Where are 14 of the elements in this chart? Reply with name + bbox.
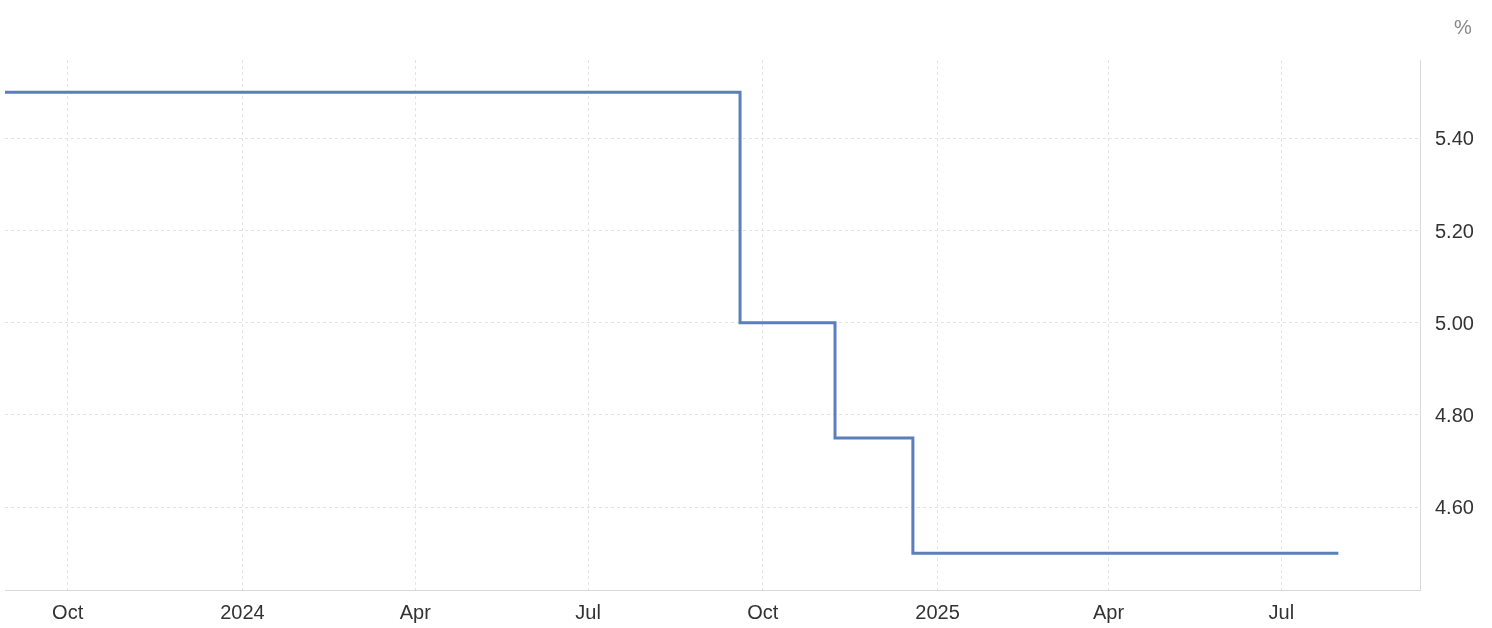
x-tick-label: Oct [747,601,779,623]
x-tick-label: 2025 [915,601,960,623]
y-tick-label: 5.00 [1435,311,1474,334]
x-tick-label: Apr [399,601,432,623]
y-axis-title: % [1454,16,1472,38]
x-tick-label: Apr [1092,601,1125,623]
x-tick-label: Oct [52,601,84,623]
y-tick-label: 4.60 [1435,496,1474,519]
x-tick-label: Jul [1268,601,1295,623]
y-tick-label: 5.20 [1435,219,1474,242]
y-tick-label: 5.40 [1435,127,1474,150]
x-tick-label: 2024 [220,601,265,623]
x-tick-label: Jul [575,601,601,623]
y-tick-label: 4.80 [1435,403,1474,426]
